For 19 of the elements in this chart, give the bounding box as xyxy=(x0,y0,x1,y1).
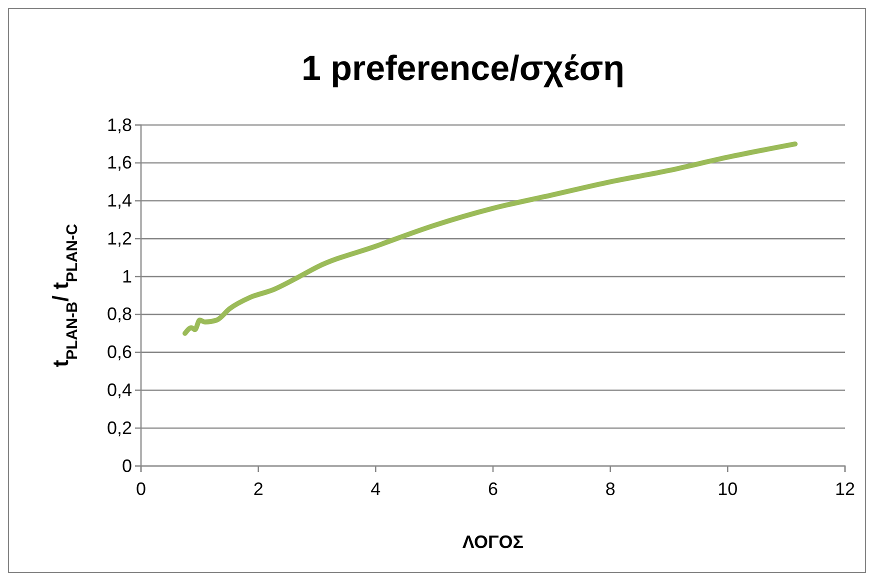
y-tick-label: 0,6 xyxy=(106,342,132,362)
y-tick-label: 1,2 xyxy=(106,228,132,248)
y-tick-label: 1,4 xyxy=(106,190,132,211)
y-tick-label: 1 xyxy=(122,266,132,286)
chart-title: 1 preference/σχέση xyxy=(301,49,625,88)
x-axis-title: ΛΟΓΟΣ xyxy=(462,532,524,552)
x-tick-label: 10 xyxy=(718,478,738,499)
x-tick-label: 2 xyxy=(253,478,264,499)
x-tick-label: 12 xyxy=(834,478,856,499)
x-tick-label: 0 xyxy=(136,478,146,499)
y-tick-label: 0 xyxy=(122,456,132,476)
x-tick-label: 6 xyxy=(488,478,498,499)
x-tick-label: 4 xyxy=(370,478,381,499)
x-tick-label: 8 xyxy=(605,478,616,499)
y-tick-label: 1,8 xyxy=(106,114,132,135)
y-tick-label: 0,8 xyxy=(106,304,132,324)
y-tick-label: 0,4 xyxy=(106,380,132,400)
y-tick-label: 0,2 xyxy=(106,418,132,438)
y-tick-label: 1,6 xyxy=(106,152,132,173)
